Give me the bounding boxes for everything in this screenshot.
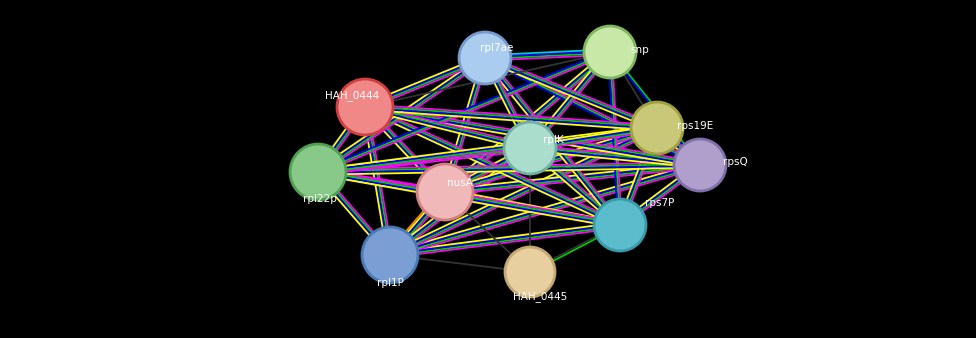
- Circle shape: [584, 26, 636, 78]
- Text: rpsQ: rpsQ: [722, 157, 748, 167]
- Text: HAH_0444: HAH_0444: [325, 90, 379, 101]
- Text: rpl22p: rpl22p: [304, 194, 337, 204]
- Circle shape: [594, 199, 646, 251]
- Text: rpl7ae: rpl7ae: [480, 43, 513, 53]
- Text: rps19E: rps19E: [677, 121, 713, 131]
- Text: rplK: rplK: [543, 135, 563, 145]
- Circle shape: [362, 227, 418, 283]
- Circle shape: [504, 122, 556, 174]
- Circle shape: [337, 79, 393, 135]
- Text: nusA: nusA: [447, 178, 473, 188]
- Circle shape: [290, 144, 346, 200]
- Text: snp: snp: [630, 45, 649, 55]
- Circle shape: [674, 139, 726, 191]
- Circle shape: [417, 164, 473, 220]
- Text: HAH_0445: HAH_0445: [512, 291, 567, 302]
- Circle shape: [459, 32, 511, 84]
- Text: rpl1P: rpl1P: [377, 278, 403, 288]
- Circle shape: [505, 247, 555, 297]
- Circle shape: [631, 102, 683, 154]
- Text: rps7P: rps7P: [645, 198, 674, 208]
